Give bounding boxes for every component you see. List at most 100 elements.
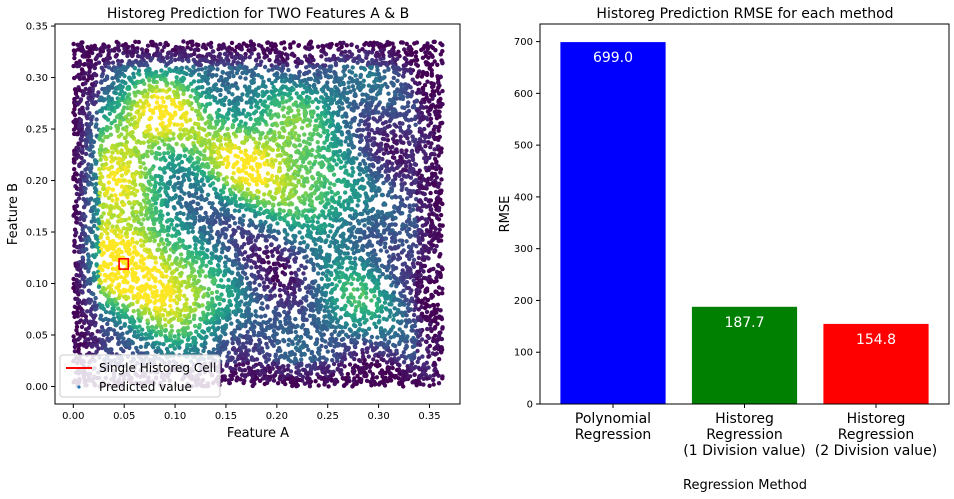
predicted-point [115, 104, 120, 109]
predicted-point [110, 198, 115, 203]
predicted-point [326, 277, 332, 282]
predicted-point [316, 195, 321, 200]
predicted-point [71, 276, 76, 282]
predicted-point [432, 130, 437, 136]
predicted-point [346, 80, 351, 85]
predicted-point [388, 149, 394, 155]
predicted-point [375, 335, 380, 340]
predicted-point [107, 174, 112, 179]
predicted-point [382, 300, 388, 305]
predicted-point [302, 132, 307, 137]
predicted-point [342, 73, 347, 78]
predicted-point [302, 208, 308, 213]
predicted-point [236, 225, 241, 230]
predicted-point [265, 254, 270, 260]
predicted-point [351, 169, 356, 175]
predicted-point [120, 79, 125, 84]
predicted-point [109, 121, 114, 126]
predicted-point [110, 266, 116, 271]
predicted-point [130, 205, 135, 210]
predicted-point [247, 203, 252, 208]
predicted-point [354, 44, 360, 50]
predicted-point [270, 173, 275, 179]
predicted-point [307, 313, 313, 318]
predicted-point [94, 201, 100, 206]
predicted-point [254, 357, 260, 362]
predicted-point [391, 75, 396, 81]
predicted-point [110, 224, 115, 229]
predicted-point [177, 297, 182, 302]
predicted-point [86, 269, 91, 274]
predicted-point [391, 56, 396, 62]
predicted-point [222, 61, 227, 67]
predicted-point [172, 346, 177, 351]
predicted-point [314, 297, 319, 302]
predicted-point [181, 174, 186, 179]
predicted-point [157, 216, 162, 221]
predicted-point [394, 159, 399, 164]
predicted-point [280, 56, 285, 62]
predicted-point [208, 260, 213, 266]
predicted-point [437, 227, 442, 232]
predicted-point [440, 60, 445, 65]
predicted-point [316, 44, 321, 49]
predicted-point [430, 302, 436, 308]
predicted-point [427, 383, 432, 388]
predicted-point [219, 114, 224, 119]
predicted-point [306, 303, 311, 308]
predicted-point [213, 82, 219, 87]
predicted-point [106, 60, 112, 66]
predicted-point [434, 351, 439, 356]
predicted-point [74, 220, 79, 225]
predicted-point [391, 274, 396, 279]
predicted-point [248, 134, 253, 139]
predicted-point [156, 145, 162, 151]
predicted-point [247, 182, 252, 187]
predicted-point [200, 259, 206, 265]
predicted-point [414, 203, 419, 208]
predicted-point [269, 89, 274, 94]
predicted-point [388, 378, 393, 383]
predicted-point [355, 287, 360, 292]
predicted-point [215, 137, 221, 143]
predicted-point [152, 284, 158, 290]
predicted-point [292, 352, 297, 357]
predicted-point [190, 88, 195, 93]
predicted-point [301, 271, 306, 276]
predicted-point [115, 58, 121, 64]
predicted-point [422, 191, 427, 197]
predicted-point [381, 316, 386, 321]
predicted-point [287, 239, 292, 245]
predicted-point [176, 57, 181, 62]
predicted-point [293, 336, 298, 341]
predicted-point [200, 303, 205, 308]
predicted-point [411, 264, 417, 269]
predicted-point [326, 201, 331, 206]
predicted-point [196, 72, 202, 77]
predicted-point [243, 152, 248, 157]
predicted-point [396, 376, 401, 381]
predicted-point [390, 155, 396, 160]
predicted-point [168, 175, 174, 180]
predicted-point [254, 103, 259, 109]
predicted-point [420, 337, 425, 342]
predicted-point [219, 278, 224, 283]
predicted-point [172, 284, 177, 289]
predicted-point [72, 249, 77, 254]
predicted-point [269, 81, 275, 86]
predicted-point [384, 249, 389, 254]
predicted-point [146, 103, 152, 108]
predicted-point [402, 354, 407, 360]
predicted-point [410, 207, 416, 212]
predicted-point [145, 43, 151, 48]
predicted-point [412, 372, 417, 377]
predicted-point [234, 44, 239, 50]
predicted-point [334, 218, 339, 223]
predicted-point [167, 254, 172, 259]
predicted-point [265, 171, 270, 176]
predicted-point [272, 373, 277, 378]
predicted-point [102, 165, 107, 171]
predicted-point [281, 337, 286, 343]
predicted-point [162, 113, 167, 119]
predicted-point [253, 156, 258, 161]
